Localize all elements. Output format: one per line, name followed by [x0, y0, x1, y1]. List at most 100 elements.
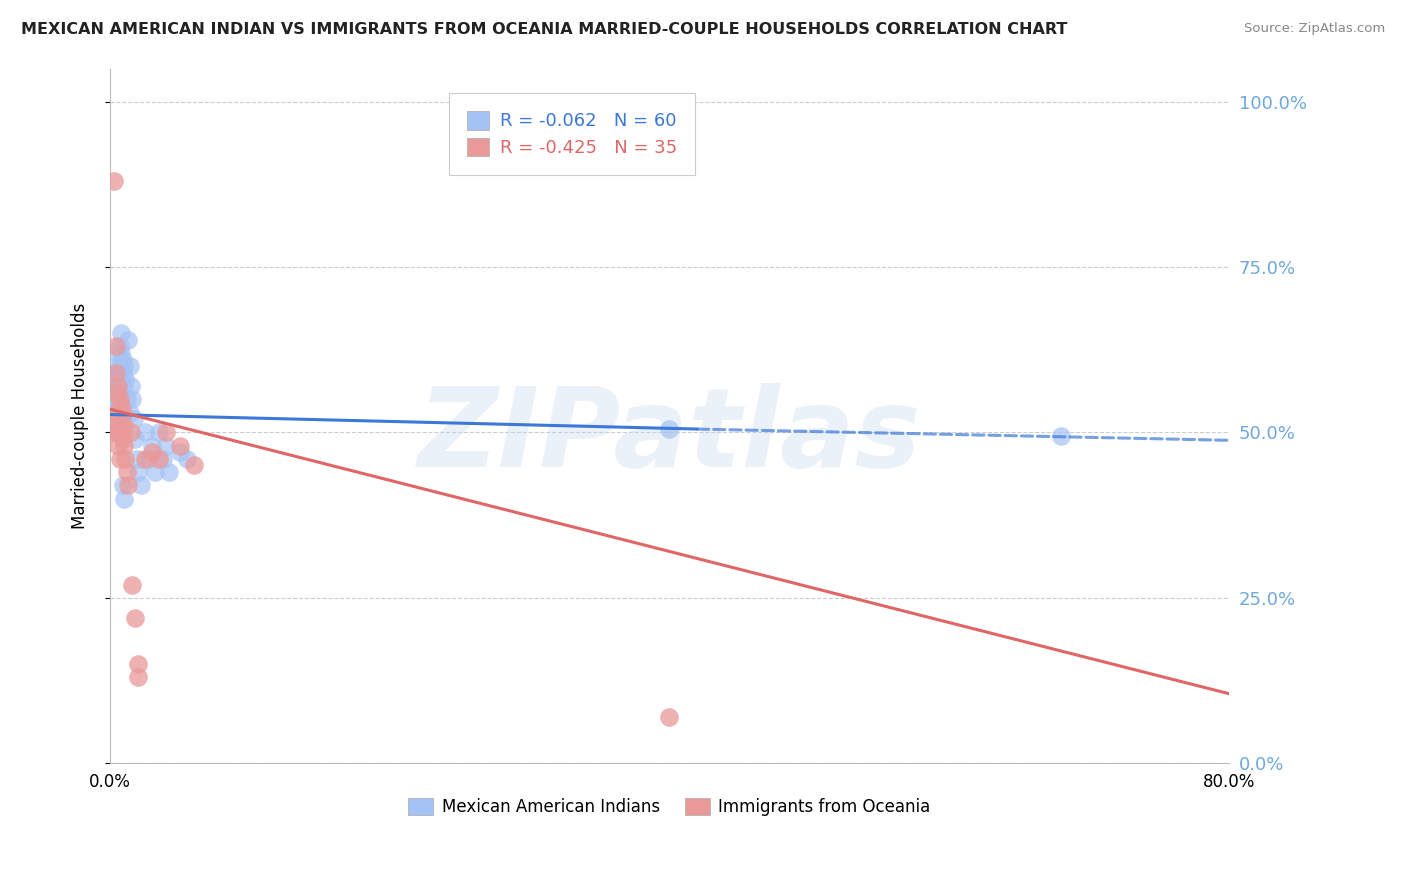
Point: [108, 399, 131, 413]
Point: [124, 610, 146, 624]
Point: [103, 174, 125, 188]
Point: [134, 451, 156, 466]
Point: [114, 372, 136, 386]
Point: [658, 710, 681, 724]
Point: [111, 478, 134, 492]
Point: [117, 478, 139, 492]
Point: [110, 399, 132, 413]
Point: [108, 339, 131, 353]
Point: [152, 451, 174, 466]
Point: [105, 405, 128, 419]
Point: [105, 385, 128, 400]
Point: [118, 405, 141, 419]
Point: [127, 657, 149, 671]
Legend: Mexican American Indians, Immigrants from Oceania: Mexican American Indians, Immigrants fro…: [401, 789, 939, 824]
Point: [108, 392, 131, 407]
Point: [108, 385, 131, 400]
Point: [105, 425, 128, 440]
Point: [104, 405, 127, 419]
Point: [103, 385, 125, 400]
Point: [127, 670, 149, 684]
Point: [169, 439, 191, 453]
Point: [115, 392, 138, 407]
Point: [100, 412, 122, 426]
Point: [104, 339, 127, 353]
Point: [114, 451, 136, 466]
Point: [111, 366, 134, 380]
Point: [148, 451, 170, 466]
Point: [107, 412, 129, 426]
Point: [183, 458, 205, 473]
Point: [104, 392, 127, 407]
Point: [103, 412, 125, 426]
Point: [104, 379, 127, 393]
Point: [176, 451, 198, 466]
Point: [127, 465, 149, 479]
Point: [107, 439, 129, 453]
Point: [117, 333, 139, 347]
Point: [129, 478, 152, 492]
Point: [112, 418, 135, 433]
Point: [107, 346, 129, 360]
Point: [111, 432, 134, 446]
Point: [124, 432, 146, 446]
Point: [115, 465, 138, 479]
Text: ZIPatlas: ZIPatlas: [418, 384, 921, 491]
Point: [141, 445, 163, 459]
Point: [1050, 428, 1073, 442]
Point: [155, 425, 177, 440]
Text: MEXICAN AMERICAN INDIAN VS IMMIGRANTS FROM OCEANIA MARRIED-COUPLE HOUSEHOLDS COR: MEXICAN AMERICAN INDIAN VS IMMIGRANTS FR…: [21, 22, 1067, 37]
Point: [169, 445, 191, 459]
Point: [103, 399, 125, 413]
Point: [148, 425, 170, 440]
Point: [155, 439, 177, 453]
Point: [101, 425, 124, 440]
Point: [107, 366, 129, 380]
Point: [111, 405, 134, 419]
Point: [120, 379, 142, 393]
Point: [105, 359, 128, 374]
Point: [112, 491, 135, 506]
Point: [108, 372, 131, 386]
Point: [112, 439, 135, 453]
Point: [122, 412, 145, 426]
Point: [108, 418, 131, 433]
Point: [105, 372, 128, 386]
Point: [112, 359, 135, 374]
Point: [103, 425, 125, 440]
Point: [111, 352, 134, 367]
Point: [104, 372, 127, 386]
Point: [138, 451, 160, 466]
Point: [100, 412, 122, 426]
Point: [107, 405, 129, 419]
Point: [121, 392, 143, 407]
Point: [105, 405, 128, 419]
Point: [110, 366, 132, 380]
Point: [118, 359, 141, 374]
Point: [107, 392, 129, 407]
Point: [110, 326, 132, 340]
Point: [121, 577, 143, 591]
Point: [125, 451, 148, 466]
Point: [107, 379, 129, 393]
Point: [658, 422, 681, 436]
Point: [112, 379, 135, 393]
Point: [110, 346, 132, 360]
Point: [134, 425, 156, 440]
Point: [107, 379, 129, 393]
Point: [101, 418, 124, 433]
Text: Source: ZipAtlas.com: Source: ZipAtlas.com: [1244, 22, 1385, 36]
Point: [104, 366, 127, 380]
Point: [120, 425, 142, 440]
Point: [141, 439, 163, 453]
Point: [105, 385, 128, 400]
Point: [143, 465, 166, 479]
Point: [108, 359, 131, 374]
Point: [110, 425, 132, 440]
Point: [105, 392, 128, 407]
Y-axis label: Married-couple Households: Married-couple Households: [72, 302, 89, 529]
Point: [108, 451, 131, 466]
Point: [101, 399, 124, 413]
Point: [157, 465, 180, 479]
Point: [105, 418, 128, 433]
